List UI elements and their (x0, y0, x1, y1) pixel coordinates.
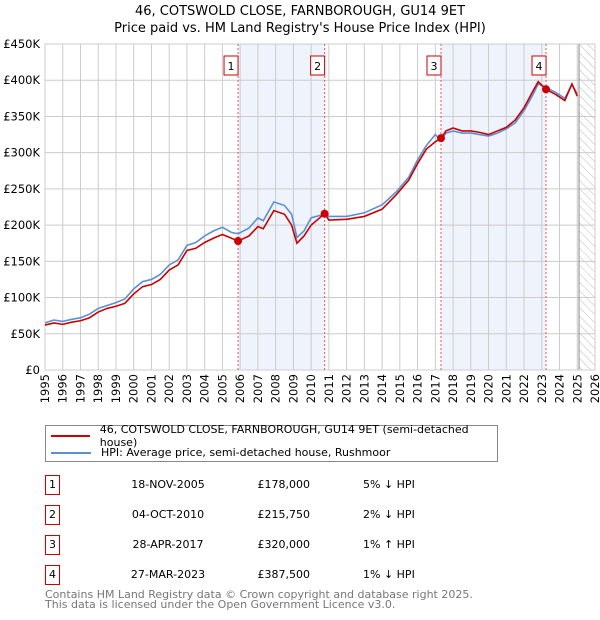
y-tick-label: £100K (3, 291, 40, 305)
marker-badge: 1 (45, 475, 60, 495)
sale-point (234, 237, 243, 246)
legend-blue-line (51, 451, 91, 454)
x-tick-label: 2017 (428, 374, 442, 403)
legend-red-line (51, 434, 90, 437)
ownership-shading (441, 44, 547, 370)
x-tick-label: 2012 (340, 374, 354, 403)
sale-badge (531, 55, 547, 76)
transaction-row: 3 28-APR-2017 £320,000 1% ↑ HPI (45, 535, 445, 555)
sale-badge-label: 2 (314, 60, 321, 73)
sale-date: 18-NOV-2005 (131, 478, 205, 491)
legend-label: HPI: Average price, semi-detached house,… (101, 446, 391, 459)
transaction-row: 4 27-MAR-2023 £387,500 1% ↓ HPI (45, 565, 445, 585)
sale-date: 28-APR-2017 (132, 538, 204, 551)
sale-point (542, 85, 551, 94)
legend-item-property: 46, COTSWOLD CLOSE, FARNBOROUGH, GU14 9E… (51, 423, 497, 449)
x-tick-label: 2020 (482, 374, 496, 403)
x-tick-label: 2010 (304, 374, 318, 403)
y-tick-label: £200K (3, 218, 40, 232)
x-tick-label: 2007 (251, 374, 265, 403)
x-tick-label: 2023 (535, 374, 549, 403)
x-tick-label: 2001 (144, 374, 158, 403)
x-tick-label: 2008 (269, 374, 283, 403)
sale-price: £178,000 (257, 478, 311, 491)
legend-label: 46, COTSWOLD CLOSE, FARNBOROUGH, GU14 9E… (99, 422, 469, 449)
hpi-change: 1% ↑ HPI (363, 538, 415, 551)
x-tick-label: 2003 (180, 374, 194, 403)
y-tick-label: £300K (3, 146, 40, 160)
y-tick-label: £250K (3, 182, 40, 196)
y-tick-label: £400K (3, 73, 40, 87)
x-tick-label: 2000 (127, 374, 141, 403)
x-tick-label: 2002 (162, 374, 176, 403)
x-tick-label: 2025 (570, 374, 584, 403)
x-tick-label: 2004 (198, 374, 212, 403)
forecast-hatch (579, 44, 595, 370)
x-tick-label: 2014 (375, 374, 389, 403)
x-tick-label: 2019 (464, 374, 478, 403)
property-price-line (44, 80, 578, 326)
x-tick-label: 2006 (233, 374, 247, 403)
y-tick-label: £450K (3, 37, 40, 51)
x-tick-label: 1997 (73, 374, 87, 403)
hpi-change: 5% ↓ HPI (363, 478, 415, 491)
x-tick-label: 2013 (357, 374, 371, 403)
chart-subtitle: Price paid vs. HM Land Registry's House … (114, 21, 486, 36)
transaction-row: 2 04-OCT-2010 £215,750 2% ↓ HPI (45, 505, 445, 525)
marker-badge: 2 (45, 505, 60, 525)
transaction-row: 1 18-NOV-2005 £178,000 5% ↓ HPI (45, 475, 445, 495)
y-tick-label: £50K (11, 327, 41, 341)
hpi-line (44, 82, 578, 324)
marker-badge: 3 (45, 535, 60, 555)
ownership-shading (238, 44, 325, 370)
hpi-change: 2% ↓ HPI (363, 508, 415, 521)
sale-date: 27-MAR-2023 (130, 568, 206, 581)
y-tick-label: £0 (25, 363, 40, 377)
footer-line: This data is licensed under the Open Gov… (45, 598, 396, 611)
sale-point (437, 134, 445, 143)
sale-date: 04-OCT-2010 (131, 508, 205, 521)
footer: Contains HM Land Registry data © Crown c… (45, 588, 473, 611)
y-tick-label: £150K (3, 254, 40, 268)
x-tick-label: 2015 (393, 374, 407, 403)
sale-badge (310, 55, 326, 76)
sale-point (320, 209, 329, 218)
sale-badge-label: 4 (536, 60, 543, 73)
x-tick-label: 1998 (91, 374, 105, 403)
sale-price: £387,500 (257, 568, 311, 581)
x-tick-label: 2016 (411, 374, 425, 403)
x-tick-label: 2024 (553, 374, 567, 403)
y-tick-label: £350K (3, 109, 40, 123)
marker-badge: 4 (45, 565, 60, 585)
x-tick-label: 2022 (517, 374, 531, 403)
x-tick-label: 1996 (56, 374, 70, 403)
x-tick-label: 1995 (38, 374, 52, 403)
plot-border (44, 43, 596, 371)
x-tick-label: 2021 (499, 374, 513, 403)
x-tick-label: 1999 (109, 374, 123, 403)
chart-title: 46, COTSWOLD CLOSE, FARNBOROUGH, GU14 9E… (134, 4, 466, 19)
sale-badge (223, 55, 239, 76)
hpi-change: 1% ↓ HPI (363, 568, 415, 581)
sale-price: £320,000 (257, 538, 311, 551)
x-tick-label: 2009 (286, 374, 300, 403)
sale-badge-label: 1 (228, 60, 235, 73)
sale-badge (426, 55, 442, 76)
price-chart: £0 £50K £100K £150K £200K £250K £300K £350K £400… (3, 37, 600, 403)
legend-item-hpi: HPI: Average price, semi-detached house,… (51, 444, 390, 461)
legend: 46, COTSWOLD CLOSE, FARNBOROUGH, GU14 9E… (45, 423, 498, 462)
x-tick-label: 2018 (446, 374, 460, 403)
x-tick-label: 2011 (322, 374, 336, 403)
sale-badge-label: 3 (431, 60, 438, 73)
x-tick-label: 2005 (215, 374, 229, 403)
sale-price: £215,750 (257, 508, 311, 521)
x-tick-label: 2026 (588, 374, 600, 403)
footer-line: Contains HM Land Registry data © Crown c… (45, 588, 473, 601)
